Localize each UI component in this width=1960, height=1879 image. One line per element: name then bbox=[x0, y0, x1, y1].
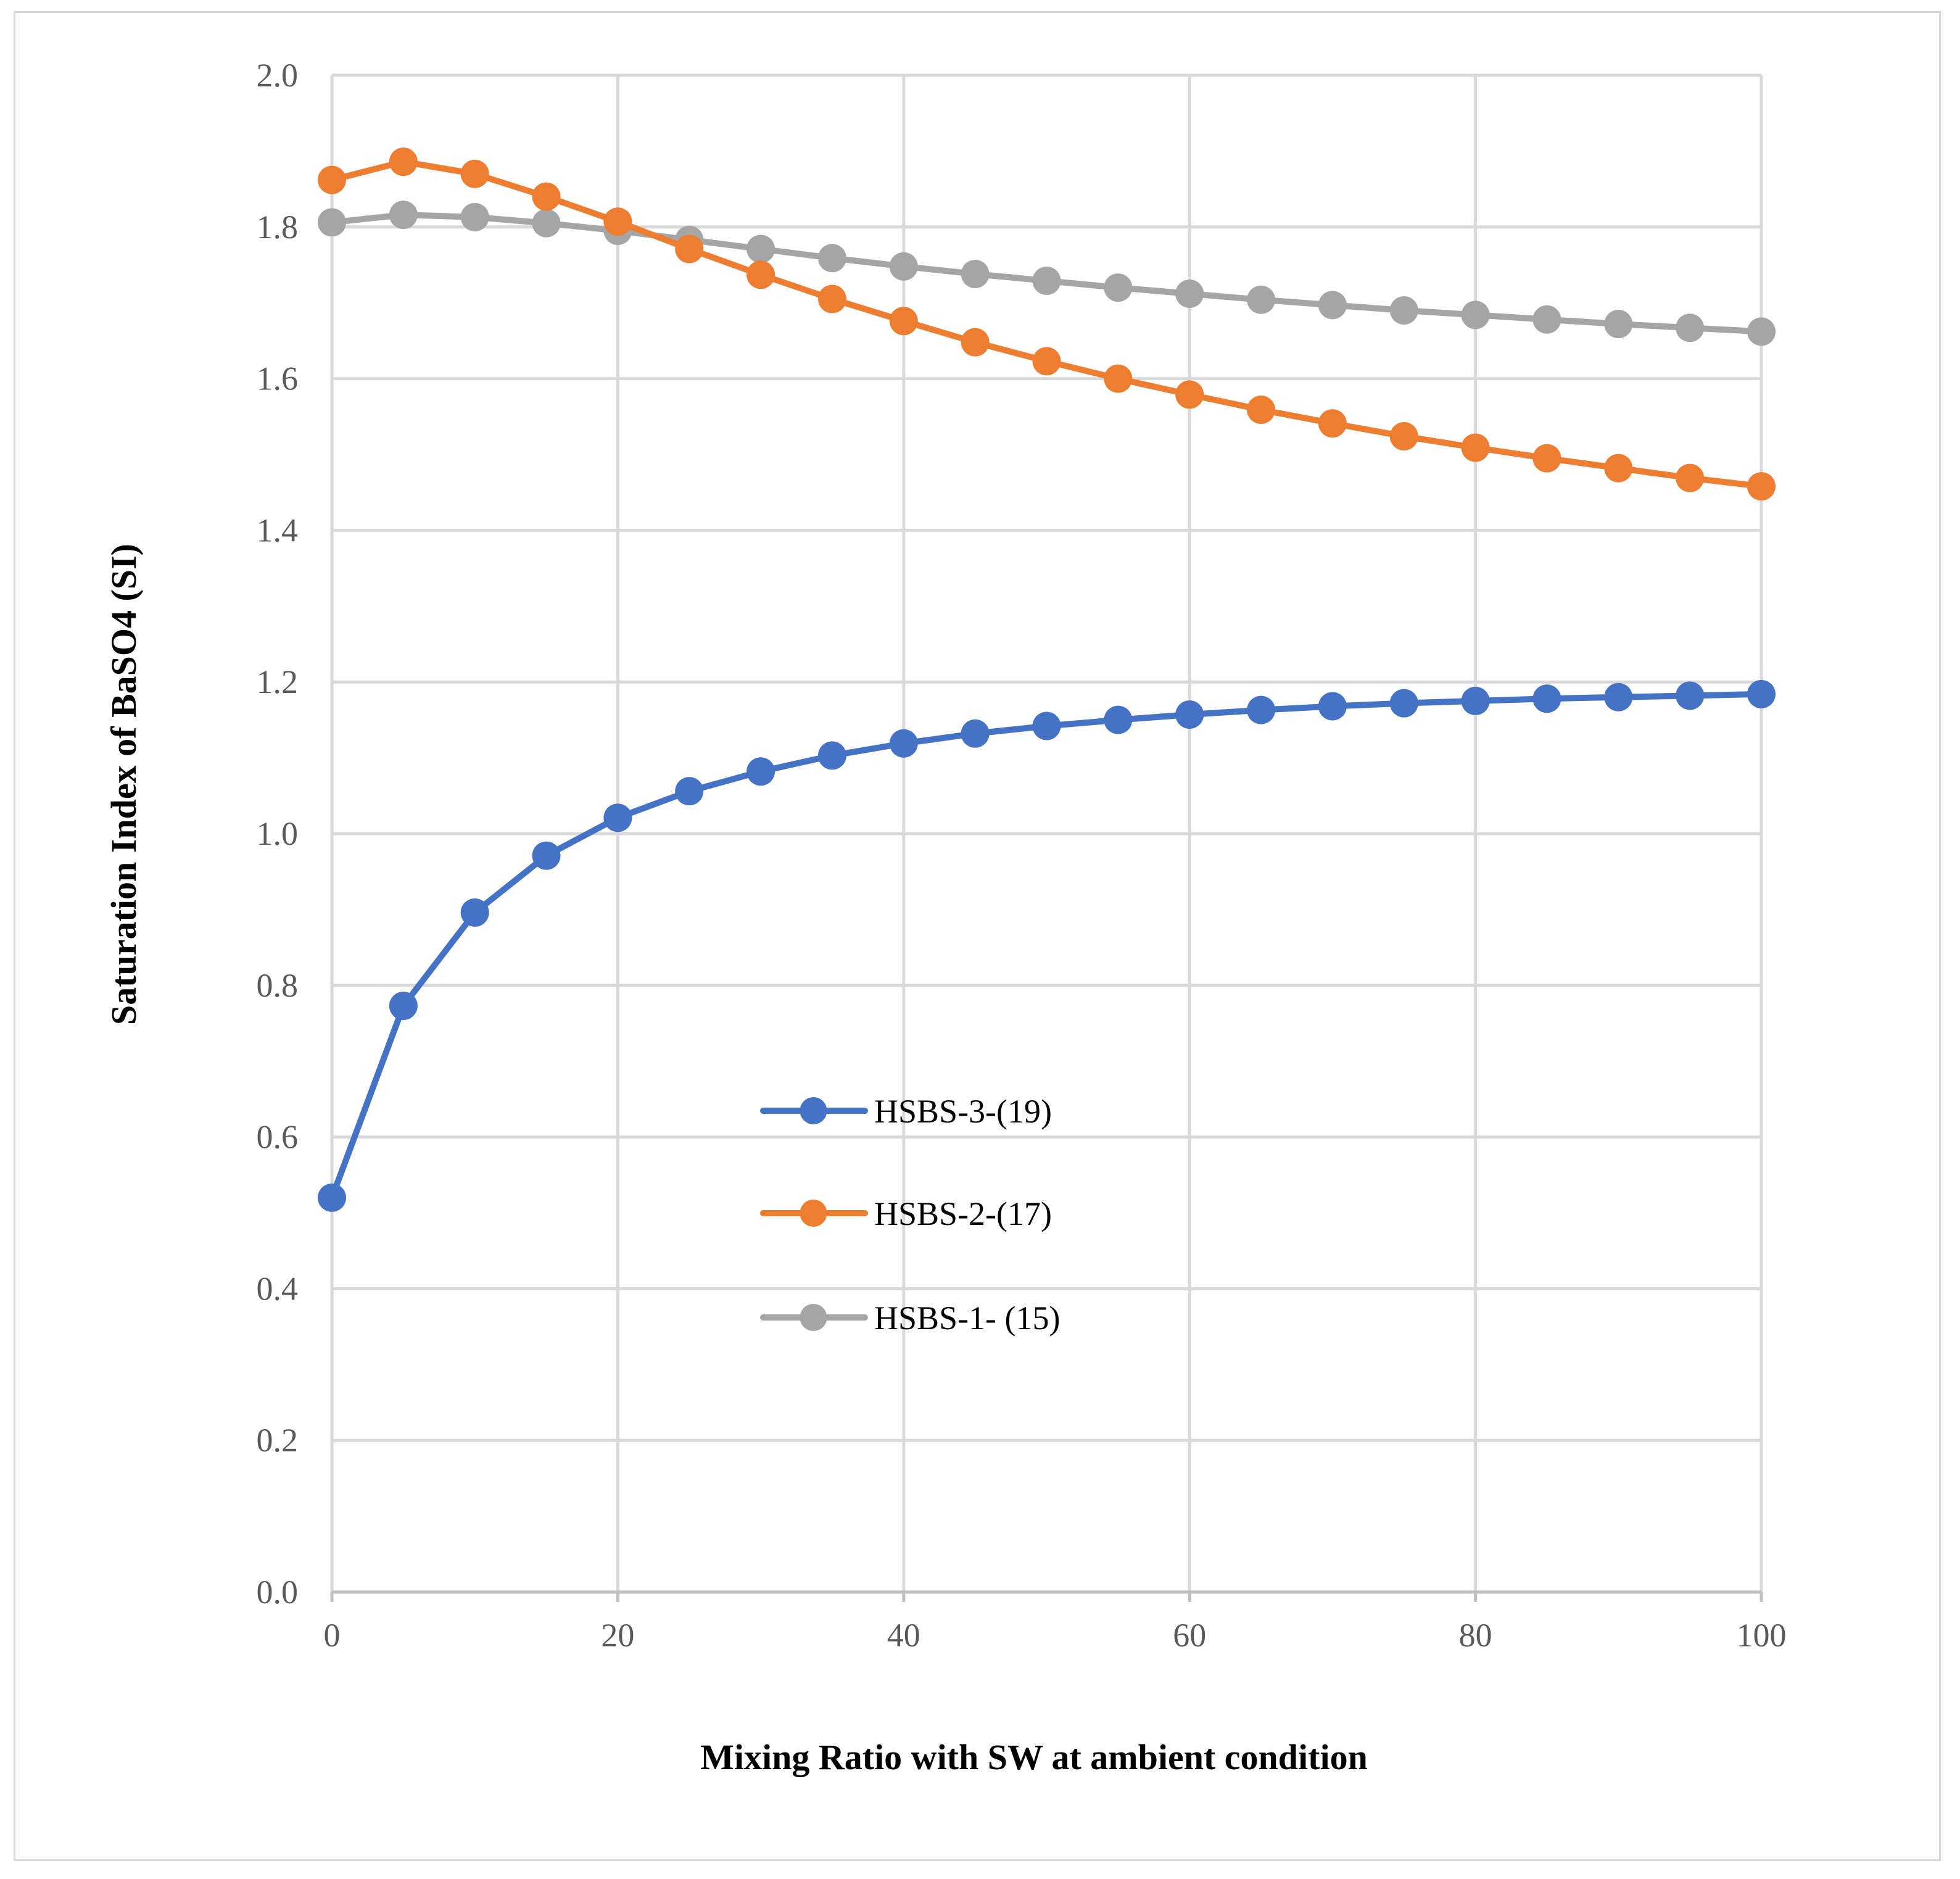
data-point bbox=[1104, 364, 1133, 393]
data-point bbox=[961, 719, 990, 748]
x-tick-label: 80 bbox=[1459, 1617, 1492, 1654]
data-point bbox=[1604, 682, 1633, 711]
data-point bbox=[1604, 454, 1633, 483]
data-point bbox=[675, 777, 704, 806]
y-tick-label: 0.0 bbox=[257, 1574, 299, 1611]
legend-label: HSBS-2-(17) bbox=[874, 1195, 1052, 1232]
data-point bbox=[1247, 695, 1276, 724]
data-point bbox=[1532, 684, 1561, 713]
data-point bbox=[1389, 296, 1418, 325]
data-point bbox=[1247, 395, 1276, 424]
data-point bbox=[1318, 409, 1347, 438]
data-point bbox=[1104, 705, 1133, 734]
series-HSBS-3-(19) bbox=[318, 679, 1776, 1212]
axis-layer: 0.0 0.2 0.4 0.6 0.8 1.0 1.2 1.4 1.6 1.8 2.0 0 20 40 60… bbox=[257, 57, 1787, 1654]
data-point bbox=[1104, 273, 1133, 302]
data-point bbox=[318, 1183, 346, 1212]
data-point bbox=[1461, 433, 1490, 462]
data-point bbox=[603, 803, 632, 832]
data-point bbox=[1676, 681, 1705, 710]
data-point bbox=[1461, 686, 1490, 715]
data-point bbox=[817, 741, 846, 770]
y-tick-label: 0.4 bbox=[257, 1270, 299, 1307]
series-layer bbox=[318, 147, 1776, 1212]
x-axis-title: Mixing Ratio with SW at ambient conditio… bbox=[700, 1737, 1368, 1777]
y-tick-label: 1.8 bbox=[257, 209, 299, 246]
data-point bbox=[460, 202, 489, 231]
y-axis-title: Saturation Index of BaSO4 (SI) bbox=[104, 544, 144, 1025]
data-point bbox=[1032, 347, 1061, 376]
data-point bbox=[1318, 291, 1347, 320]
y-tick-label: 1.2 bbox=[257, 663, 299, 700]
x-tick-label: 40 bbox=[887, 1617, 920, 1654]
data-point bbox=[961, 328, 990, 357]
series-HSBS-1- (15) bbox=[318, 201, 1776, 346]
legend-label: HSBS-3-(19) bbox=[874, 1093, 1052, 1130]
legend-item: HSBS-3-(19) bbox=[760, 1093, 1052, 1130]
data-point bbox=[1747, 472, 1776, 501]
y-tick-label: 0.6 bbox=[257, 1119, 299, 1156]
legend-item: HSBS-2-(17) bbox=[760, 1195, 1052, 1232]
legend-label: HSBS-1- (15) bbox=[874, 1300, 1061, 1337]
data-point bbox=[1676, 463, 1705, 492]
data-point bbox=[532, 182, 561, 211]
data-point bbox=[817, 284, 846, 313]
data-point bbox=[746, 757, 775, 786]
data-point bbox=[1747, 317, 1776, 346]
data-point bbox=[532, 209, 561, 238]
data-point bbox=[1604, 310, 1633, 339]
data-point bbox=[1389, 689, 1418, 718]
data-point bbox=[817, 244, 846, 273]
data-point bbox=[889, 252, 918, 281]
grid-layer bbox=[332, 73, 1763, 1592]
data-point bbox=[1318, 692, 1347, 721]
data-point bbox=[1747, 679, 1776, 708]
data-point bbox=[389, 201, 418, 230]
data-point bbox=[961, 259, 990, 288]
y-tick-label: 1.0 bbox=[257, 815, 299, 852]
y-tick-label: 2.0 bbox=[257, 57, 299, 94]
x-tick-label: 0 bbox=[324, 1617, 341, 1654]
x-tick-label: 20 bbox=[601, 1617, 634, 1654]
legend: HSBS-3-(19) HSBS-2-(17) HSBS-1- (15) bbox=[760, 1093, 1061, 1337]
data-point bbox=[1032, 711, 1061, 740]
data-point bbox=[1676, 313, 1705, 342]
data-point bbox=[460, 898, 489, 927]
data-point bbox=[1389, 422, 1418, 451]
chart-frame: 0.0 0.2 0.4 0.6 0.8 1.0 1.2 1.4 1.6 1.8 2.0 0 20 40 60… bbox=[14, 11, 1941, 1861]
data-point bbox=[1461, 301, 1490, 330]
data-point bbox=[389, 991, 418, 1020]
data-point bbox=[532, 841, 561, 870]
y-tick-label: 0.8 bbox=[257, 967, 299, 1004]
data-point bbox=[460, 159, 489, 188]
series-HSBS-2-(17) bbox=[318, 147, 1776, 501]
data-point bbox=[746, 260, 775, 289]
x-tick-label: 60 bbox=[1173, 1617, 1206, 1654]
data-point bbox=[1175, 279, 1204, 308]
data-point bbox=[1032, 267, 1061, 296]
data-point bbox=[603, 207, 632, 236]
y-tick-label: 1.4 bbox=[257, 512, 299, 549]
legend-marker bbox=[800, 1097, 827, 1124]
data-point bbox=[675, 234, 704, 263]
chart-svg: 0.0 0.2 0.4 0.6 0.8 1.0 1.2 1.4 1.6 1.8 2.0 0 20 40 60… bbox=[104, 57, 1787, 1777]
x-tick-label: 100 bbox=[1737, 1617, 1787, 1654]
data-point bbox=[1175, 700, 1204, 729]
data-point bbox=[318, 208, 346, 237]
data-point bbox=[889, 729, 918, 758]
data-point bbox=[889, 307, 918, 336]
data-point bbox=[389, 147, 418, 176]
data-point bbox=[1532, 305, 1561, 334]
data-point bbox=[1532, 444, 1561, 473]
legend-item: HSBS-1- (15) bbox=[760, 1300, 1061, 1337]
y-tick-label: 0.2 bbox=[257, 1422, 299, 1459]
legend-marker bbox=[800, 1304, 827, 1331]
data-point bbox=[318, 165, 346, 194]
data-point bbox=[1175, 380, 1204, 409]
y-tick-label: 1.6 bbox=[257, 360, 299, 397]
data-point bbox=[746, 234, 775, 263]
data-point bbox=[1247, 285, 1276, 314]
legend-marker bbox=[800, 1200, 827, 1227]
